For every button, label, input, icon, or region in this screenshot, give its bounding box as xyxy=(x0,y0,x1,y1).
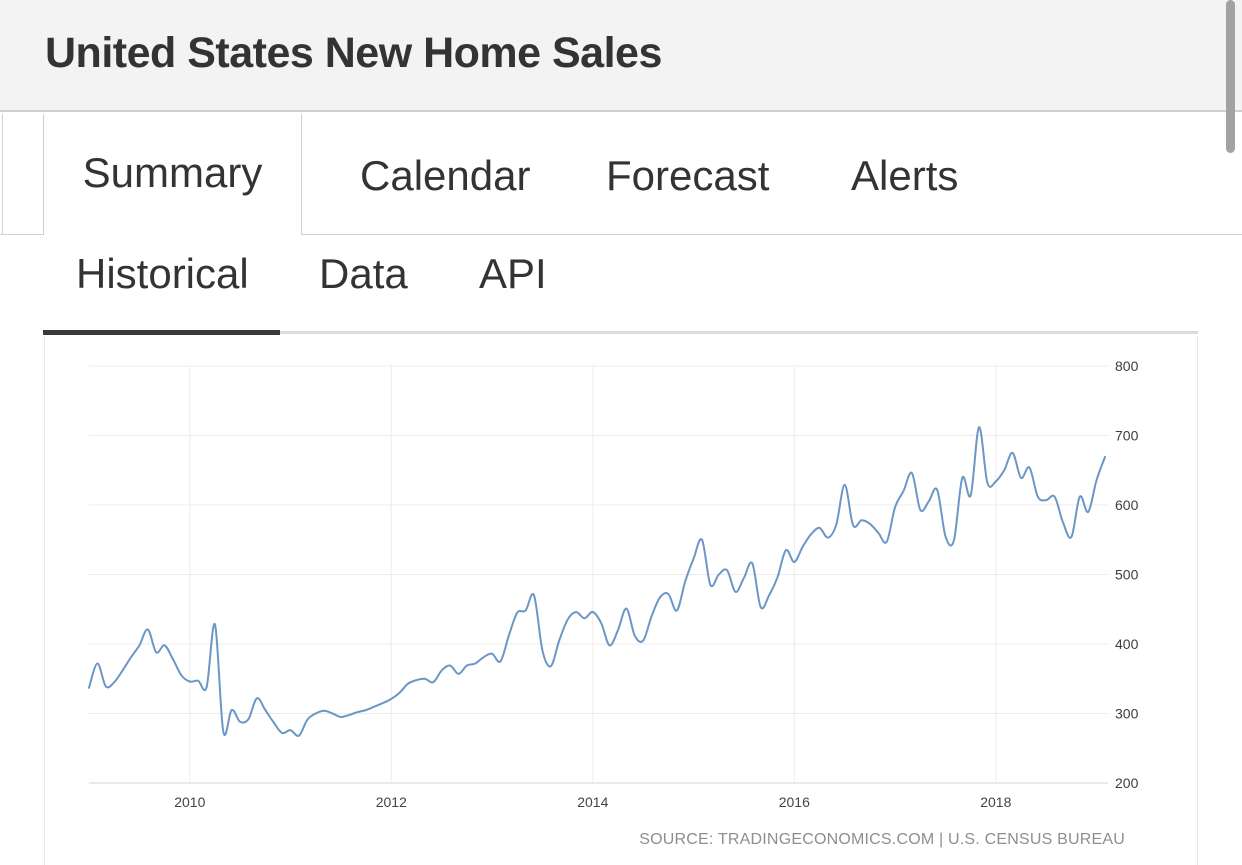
x-axis-label: 2018 xyxy=(980,794,1011,810)
x-axis-label: 2016 xyxy=(779,794,810,810)
chart-panel: 800 700 600 500 400 300 200 2010 2012 2014 2016 201… xyxy=(44,336,1198,865)
y-axis-label: 600 xyxy=(1115,497,1139,513)
subtab-historical[interactable]: Historical xyxy=(76,250,249,297)
x-axis-label: 2012 xyxy=(376,794,407,810)
scrollbar-thumb[interactable] xyxy=(1226,0,1235,153)
active-subtab-underline xyxy=(43,330,280,335)
y-axis-label: 500 xyxy=(1115,567,1139,583)
tab-alerts[interactable]: Alerts xyxy=(851,152,959,199)
page-title: United States New Home Sales xyxy=(45,29,662,77)
x-axis-label: 2010 xyxy=(174,794,205,810)
x-axis-label: 2014 xyxy=(577,794,608,810)
y-axis-label: 800 xyxy=(1115,358,1139,374)
tab-calendar[interactable]: Calendar xyxy=(360,152,531,199)
data-series-line xyxy=(88,426,1106,737)
page-header: United States New Home Sales xyxy=(0,0,1242,112)
subtab-data[interactable]: Data xyxy=(319,250,408,297)
y-axis-label: 700 xyxy=(1115,428,1139,444)
y-axis-label: 200 xyxy=(1115,775,1139,791)
y-axis-label: 300 xyxy=(1115,706,1139,722)
subtab-api[interactable]: API xyxy=(479,250,547,297)
subtab-underline-track xyxy=(43,331,1198,334)
line-chart: 800 700 600 500 400 300 200 2010 2012 2014 2016 201… xyxy=(88,358,1139,810)
tab-forecast[interactable]: Forecast xyxy=(606,152,770,199)
chart-source-attribution: SOURCE: TRADINGECONOMICS.COM | U.S. CENS… xyxy=(639,831,1125,848)
tab-summary[interactable]: Summary xyxy=(43,114,302,235)
y-axis-label: 400 xyxy=(1115,636,1139,652)
tab-bar-left-edge xyxy=(2,114,3,234)
